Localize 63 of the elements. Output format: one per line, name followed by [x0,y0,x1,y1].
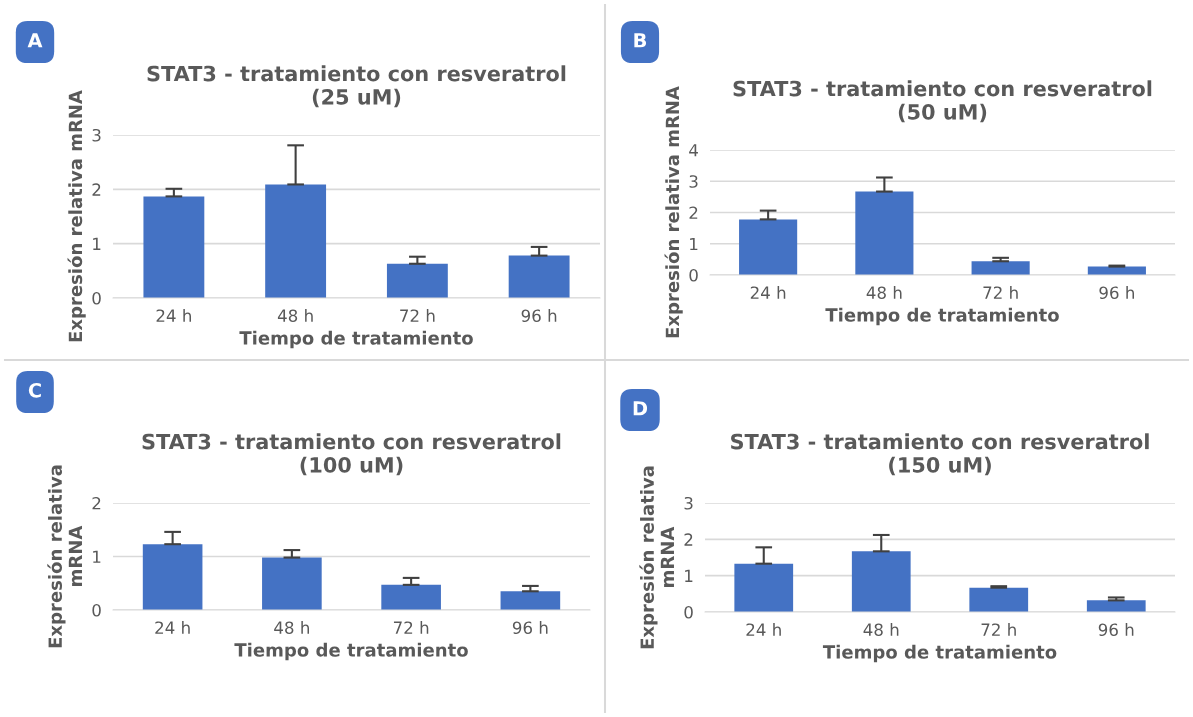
text: A [27,33,43,48]
x-tick-label: 96 h [1098,623,1134,637]
x-tick-label: 72 h [400,309,435,322]
y-tick-label: 2 [684,533,693,546]
bar [851,551,911,612]
y-tick-label: 3 [92,128,101,142]
y-tick-label: 0 [689,268,698,282]
text: C [28,382,41,398]
bar [142,544,203,610]
x-tick-label: 24 h [746,623,781,636]
x-tick-label: 48 h [866,286,902,300]
x-tick-label: 48 h [277,309,313,323]
bar [508,255,570,298]
chart-title: STAT3 - tratamiento con resveratrol (150 uM) [731,433,1149,476]
x-tick-label: 96 h [521,309,557,323]
bar [143,196,205,298]
y-axis-title: Expresión relativa mRNA [47,465,82,648]
x-axis-title: Tiempo de tratamiento [825,307,1059,326]
text: D [633,401,648,416]
x-tick-label: 72 h [983,286,1018,299]
x-tick-label: 72 h [981,623,1016,636]
bar [262,557,322,610]
chart-title: STAT3 - tratamiento con resveratrol (100 uM) [142,433,561,476]
bar [381,584,441,610]
y-tick-label: 2 [689,206,698,219]
y-tick-label: 0 [92,603,101,617]
bar [386,263,448,298]
y-tick-label: 3 [689,175,698,188]
chart-title: STAT3 - tratamiento con resveratrol (25 uM) [147,65,566,108]
y-tick-label: 1 [685,569,693,582]
y-tick-label: 4 [689,144,698,157]
y-tick-label: 2 [92,496,101,510]
x-tick-label: 48 h [863,623,899,637]
x-tick-label: 48 h [274,621,309,635]
y-tick-label: 1 [93,237,101,250]
y-tick-label: 3 [684,496,693,510]
y-tick-label: 1 [93,550,101,563]
y-tick-label: 0 [92,291,101,305]
y-axis-title: Expresión relativa mRNA [639,466,674,649]
x-tick-label: 24 h [750,286,786,299]
y-axis-title: Expresión relativa mRNA [664,86,683,338]
x-axis-title: Tiempo de tratamiento [234,642,468,661]
y-tick-label: 1 [690,237,698,251]
y-tick-label: 2 [92,183,101,196]
text: B [634,33,647,48]
x-tick-label: 96 h [512,621,548,635]
bar [969,587,1029,612]
x-tick-label: 24 h [155,621,190,634]
x-tick-label: 72 h [393,621,429,634]
x-axis-title: Tiempo de tratamiento [822,644,1057,663]
chart-title: STAT3 - tratamiento con resveratrol (50 uM) [733,80,1152,123]
y-tick-label: 0 [684,605,693,619]
x-tick-label: 96 h [1099,286,1134,300]
y-axis-title: Expresión relativa mRNA [67,90,86,342]
bar [739,219,798,275]
bar [971,261,1030,275]
x-axis-title: Tiempo de tratamiento [239,330,473,349]
bar [265,184,327,298]
bar [734,563,794,612]
bar [855,191,914,275]
x-tick-label: 24 h [156,309,191,322]
bar [500,591,561,610]
bar [1086,600,1146,612]
